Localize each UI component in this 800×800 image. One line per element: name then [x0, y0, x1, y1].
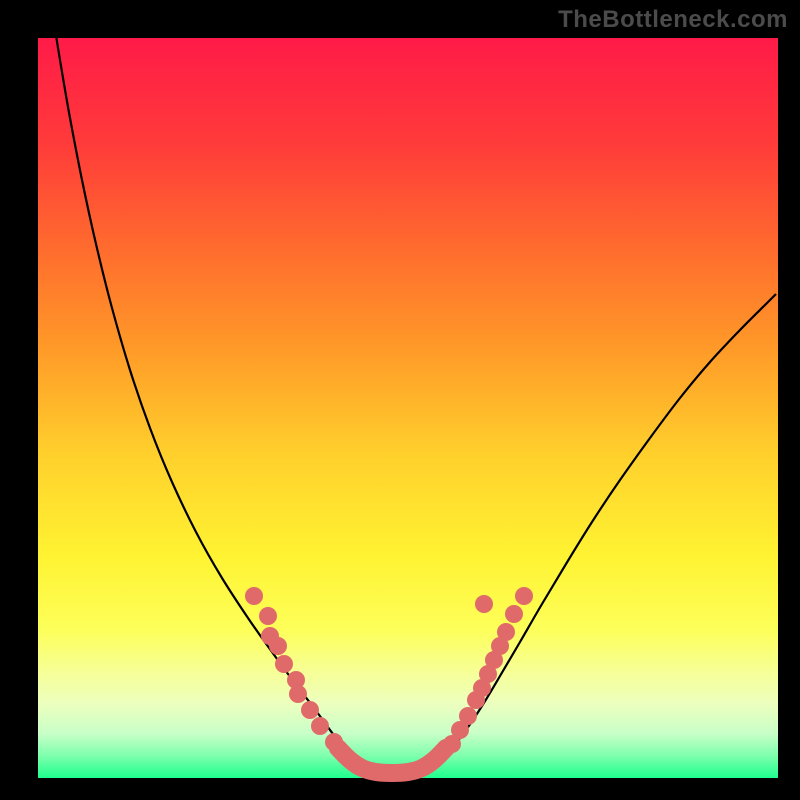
watermark-text: TheBottleneck.com	[558, 6, 788, 34]
plot-area	[38, 38, 778, 778]
chart-root: { "canvas": { "width": 800, "height": 80…	[0, 0, 800, 800]
